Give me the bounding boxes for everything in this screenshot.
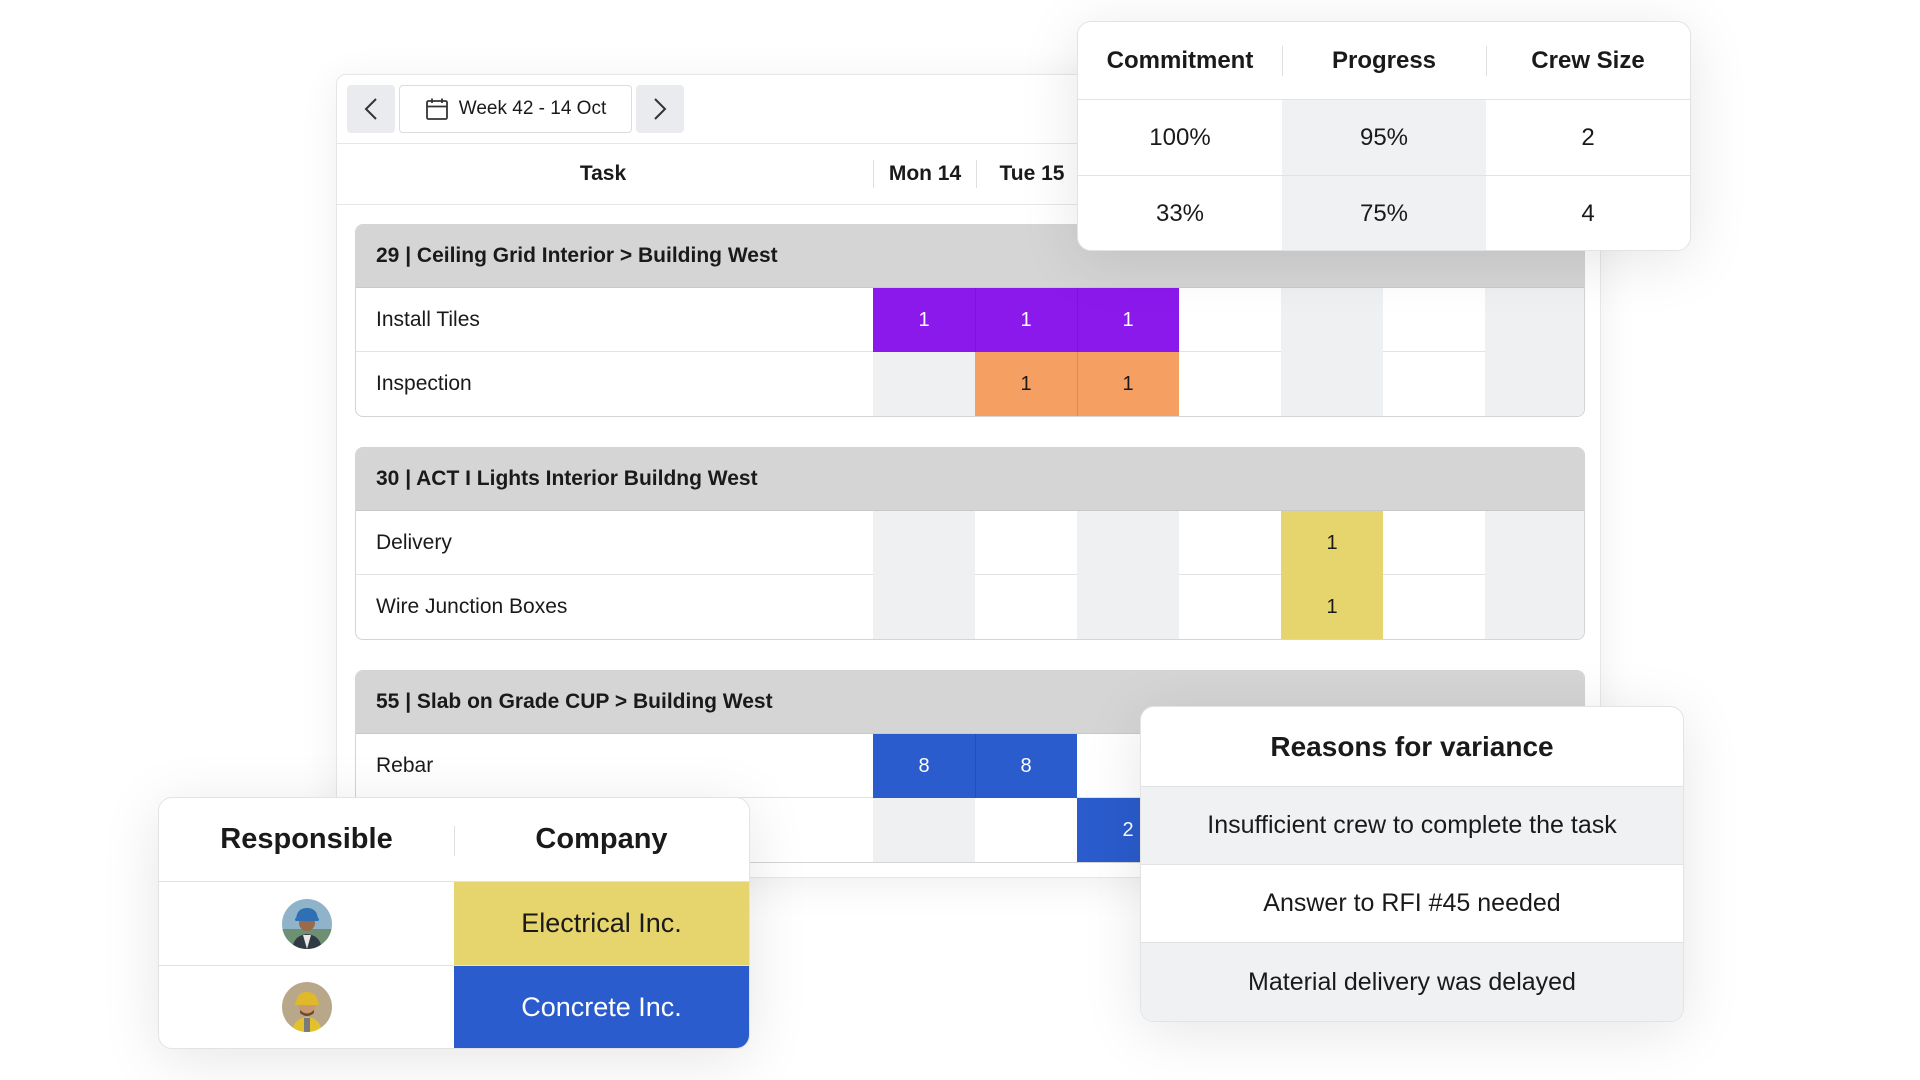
worker-avatar-2[interactable]	[281, 982, 332, 1032]
company-cell: Electrical Inc.	[454, 882, 749, 965]
task-row[interactable]: Delivery 1	[356, 511, 1584, 575]
day-cell[interactable]	[873, 798, 975, 862]
cell-divider	[1077, 352, 1078, 416]
header-divider	[976, 160, 977, 188]
day-cell[interactable]	[873, 511, 975, 575]
crew-size-value: 2	[1581, 123, 1595, 151]
group-header[interactable]: 30 | ACT I Lights Interior Buildng West	[356, 448, 1584, 511]
reason-item[interactable]: Answer to RFI #45 needed	[1141, 865, 1683, 943]
day-cell[interactable]: 1	[1077, 352, 1179, 416]
task-row[interactable]: Wire Junction Boxes 1	[356, 575, 1584, 639]
task-row[interactable]: 2	[356, 798, 1584, 862]
day-cell[interactable]: 1	[1281, 575, 1383, 639]
day-cell[interactable]	[873, 575, 975, 639]
prev-week-button[interactable]	[347, 85, 395, 133]
task-name: Install Tiles	[376, 308, 480, 331]
day-cell[interactable]: 1	[975, 352, 1077, 416]
worker-avatar-1[interactable]	[281, 898, 332, 949]
task-column-header: Task	[579, 162, 627, 185]
task-group: 29 | Ceiling Grid Interior > Building We…	[355, 224, 1585, 417]
chevron-left-icon	[364, 98, 377, 120]
day-cell[interactable]	[1485, 575, 1584, 639]
commitment-value: 100%	[1149, 123, 1211, 151]
progress-value: 75%	[1282, 176, 1486, 250]
reasons-card: Reasons for variance Insufficient crew t…	[1140, 706, 1684, 1022]
reason-item[interactable]: Insufficient crew to complete the task	[1141, 787, 1683, 865]
day-cell[interactable]	[1485, 511, 1584, 575]
metrics-row: 100% 95% 2	[1078, 100, 1690, 176]
day-header-tue: Tue 15	[999, 162, 1065, 185]
week-navigator: Week 42 - 14 Oct	[347, 85, 684, 133]
company-cell: Concrete Inc.	[454, 966, 749, 1048]
task-name: Rebar	[376, 754, 434, 777]
task-row[interactable]: Inspection 1 1	[356, 352, 1584, 416]
day-cell[interactable]: 1	[975, 288, 1077, 352]
header-divider	[873, 160, 874, 188]
task-row[interactable]: Install Tiles 1 1 1	[356, 288, 1584, 352]
day-cell[interactable]	[1077, 511, 1179, 575]
chevron-right-icon	[654, 98, 667, 120]
reason-item[interactable]: Material delivery was delayed	[1141, 943, 1683, 1021]
week-label: Week 42 - 14 Oct	[458, 98, 607, 119]
company-column-header: Company	[454, 798, 749, 881]
calendar-icon	[425, 98, 448, 120]
day-header-mon: Mon 14	[888, 162, 962, 185]
day-cell[interactable]: 1	[1077, 288, 1179, 352]
day-cell[interactable]	[1077, 575, 1179, 639]
day-cell[interactable]: 8	[975, 734, 1077, 798]
responsible-card: Responsible Company Electrical Inc.	[158, 797, 750, 1049]
crew-size-value: 4	[1581, 200, 1595, 227]
task-row[interactable]: Rebar 8 8	[356, 734, 1584, 798]
responsible-cell	[159, 882, 454, 965]
metrics-header: Commitment Progress Crew Size	[1078, 22, 1690, 100]
day-cell[interactable]	[1485, 288, 1584, 352]
next-week-button[interactable]	[636, 85, 684, 133]
schedule-header: Task Mon 14 Tue 15	[337, 143, 1600, 205]
task-name: Wire Junction Boxes	[376, 595, 568, 618]
day-cell[interactable]: 8	[873, 734, 975, 798]
commitment-value: 33%	[1155, 200, 1205, 227]
week-picker[interactable]: Week 42 - 14 Oct	[399, 85, 632, 133]
responsible-cell	[159, 966, 454, 1048]
commitment-header: Commitment	[1106, 46, 1254, 74]
crew-size-header: Crew Size	[1486, 22, 1690, 99]
progress-header: Progress	[1282, 22, 1486, 99]
responsible-column-header: Responsible	[220, 823, 393, 855]
responsible-row[interactable]: Concrete Inc.	[159, 966, 749, 1048]
responsible-header: Responsible Company	[159, 798, 749, 882]
day-cell[interactable]	[873, 352, 975, 416]
metrics-row: 33% 75% 4	[1078, 176, 1690, 250]
task-name: Delivery	[376, 531, 452, 554]
task-name: Inspection	[376, 372, 472, 395]
progress-value: 95%	[1282, 100, 1486, 175]
day-cell[interactable]: 1	[1281, 511, 1383, 575]
day-cell[interactable]	[1281, 288, 1383, 352]
responsible-row[interactable]: Electrical Inc.	[159, 882, 749, 966]
reasons-title: Reasons for variance	[1141, 707, 1683, 787]
cell-divider	[975, 288, 976, 352]
cell-divider	[975, 734, 976, 798]
metrics-card: Commitment Progress Crew Size 100% 95% 2…	[1077, 21, 1691, 251]
day-cell[interactable]: 1	[873, 288, 975, 352]
cell-divider	[1077, 288, 1078, 352]
task-group: 30 | ACT I Lights Interior Buildng West …	[355, 447, 1585, 640]
day-cell[interactable]	[1485, 352, 1584, 416]
day-cell[interactable]	[1281, 352, 1383, 416]
